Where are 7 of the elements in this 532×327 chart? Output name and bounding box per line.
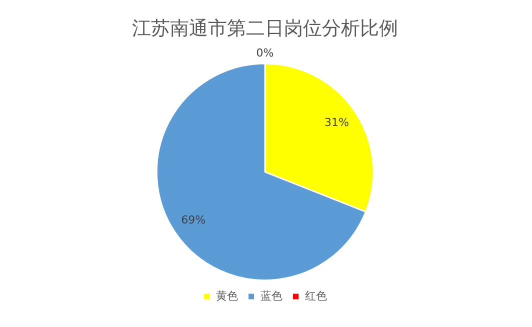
legend-label: 红色 [304, 289, 327, 302]
text: 0% [256, 46, 274, 60]
chart-title: 江苏南通市第二日岗位分析比例 [132, 17, 398, 40]
data-label: 69% [181, 213, 206, 226]
legend-label: 黄色 [216, 289, 238, 302]
data-label: 31% [324, 116, 349, 130]
legend-label: 蓝色 [260, 289, 282, 302]
